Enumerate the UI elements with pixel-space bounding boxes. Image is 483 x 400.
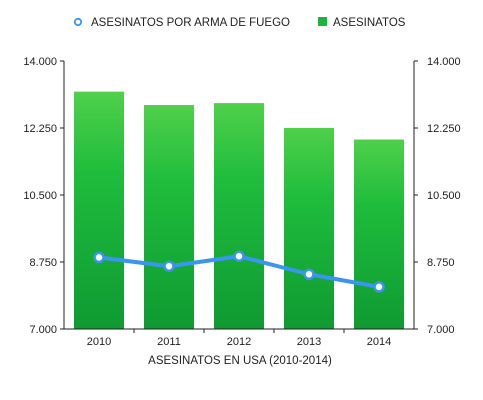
- x-tick-label-2012: 2012: [227, 336, 251, 348]
- legend-item-bar[interactable]: ASESINATOS: [318, 17, 406, 29]
- legend-line-marker: [73, 17, 83, 27]
- x-tick-label-2013: 2013: [297, 336, 321, 348]
- x-tick-label-2010: 2010: [87, 336, 111, 348]
- y-axis-left-ticks: 7.000 8.750 10.500 12.250 14.000: [23, 56, 64, 336]
- line-point-2012[interactable]: [233, 250, 245, 263]
- line-point-2014[interactable]: [373, 281, 385, 293]
- y-tick-label-right: 14.000: [427, 56, 461, 68]
- x-axis-ticks: 2010 2011 2012 2013 2014: [87, 329, 391, 348]
- bar-2014[interactable]: [354, 139, 404, 329]
- plot-area: 7.000 8.750 10.500 12.250 14.000 7.000 8.750 1…: [23, 56, 460, 348]
- y-tick-label-left: 14.000: [23, 56, 57, 68]
- bar-2013[interactable]: [284, 128, 334, 329]
- bar-2011[interactable]: [144, 105, 194, 329]
- y-tick-label-right: 8.750: [427, 257, 455, 269]
- line-point-2011[interactable]: [163, 260, 175, 272]
- line-series: [93, 250, 385, 293]
- y-tick-label-right: 10.500: [427, 190, 461, 202]
- legend: ASESINATOS POR ARMA DE FUEGO ASESINATOS: [73, 17, 406, 29]
- bars: [74, 91, 404, 329]
- line-point-2010[interactable]: [93, 251, 105, 264]
- y-tick-label-left: 8.750: [29, 257, 57, 269]
- y-tick-label-left: 7.000: [29, 324, 57, 336]
- legend-item-line[interactable]: ASESINATOS POR ARMA DE FUEGO: [73, 17, 290, 29]
- y-tick-label-right: 12.250: [427, 123, 461, 135]
- x-tick-label-2011: 2011: [157, 336, 181, 348]
- bar-2012[interactable]: [214, 103, 264, 329]
- legend-bar-swatch: [318, 17, 327, 26]
- y-tick-label-left: 12.250: [23, 123, 57, 135]
- y-tick-label-right: 7.000: [427, 324, 455, 336]
- legend-bar-label: ASESINATOS: [333, 17, 406, 29]
- legend-line-label: ASESINATOS POR ARMA DE FUEGO: [91, 17, 290, 29]
- y-axis-right-ticks: 7.000 8.750 10.500 12.250 14.000: [414, 56, 461, 336]
- x-tick-label-2014: 2014: [367, 336, 391, 348]
- x-axis-label: ASESINATOS EN USA (2010-2014): [148, 355, 332, 367]
- line-point-2013[interactable]: [303, 268, 315, 280]
- y-tick-label-left: 10.500: [23, 190, 57, 202]
- bar-2010[interactable]: [74, 91, 124, 329]
